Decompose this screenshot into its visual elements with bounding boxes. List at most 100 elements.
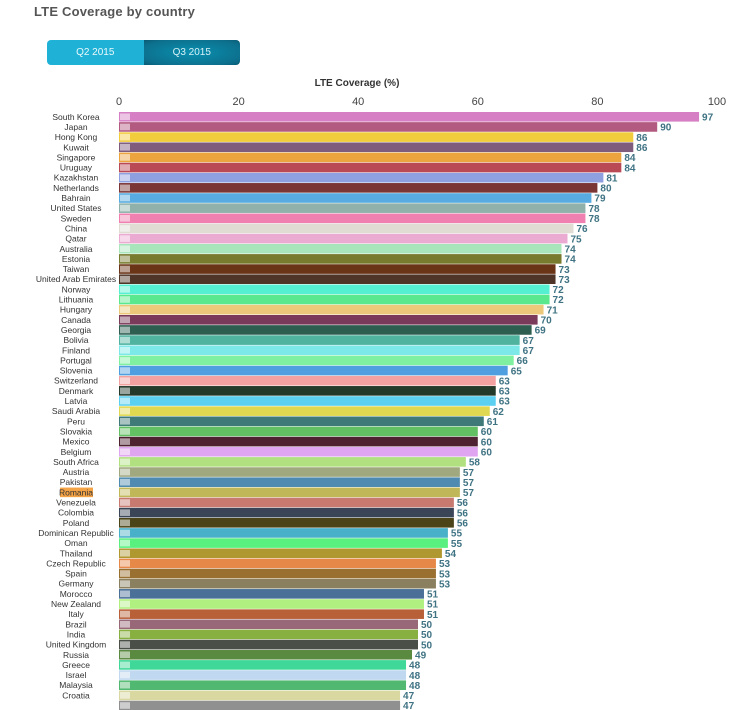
bar-row[interactable]: Czech Republic 53 [46, 558, 450, 570]
bar[interactable] [119, 589, 424, 599]
q3-2015-button[interactable]: Q3 2015 [143, 40, 240, 65]
bar[interactable] [119, 122, 658, 132]
bar[interactable] [119, 518, 454, 528]
bar-row[interactable]: Germany 53 [59, 579, 451, 591]
bar-row[interactable]: Poland 56 [63, 518, 469, 530]
bar[interactable] [119, 457, 466, 467]
bar[interactable] [119, 162, 622, 173]
bar-row[interactable]: Kuwait 86 [63, 142, 648, 154]
bar[interactable] [119, 183, 598, 193]
bar-row[interactable]: Canada 70 [61, 315, 552, 327]
bar-row[interactable]: Malaysia 48 [59, 680, 420, 692]
bar-row[interactable]: Spain 53 [65, 569, 450, 581]
bar-row[interactable]: Singapore 84 [57, 152, 636, 164]
bar-row[interactable]: Dominican Republic 55 [38, 528, 462, 540]
bar-row[interactable]: China 76 [65, 223, 588, 235]
bar[interactable] [119, 538, 448, 548]
bar-row[interactable]: Bolivia 67 [63, 335, 534, 347]
bar[interactable] [119, 264, 556, 274]
bar[interactable] [119, 365, 508, 376]
bar-row[interactable]: United Kingdom 50 [46, 640, 433, 652]
bar[interactable] [119, 649, 413, 660]
bar[interactable] [119, 142, 634, 153]
bar[interactable] [119, 304, 544, 315]
bar[interactable] [119, 548, 442, 559]
bar[interactable] [119, 528, 448, 538]
bar-row[interactable]: South Korea 97 [52, 112, 713, 124]
bar-row[interactable]: Slovakia 60 [60, 426, 492, 438]
bar[interactable] [119, 172, 604, 183]
bar-row[interactable]: Taiwan 73 [63, 264, 570, 276]
bar[interactable] [119, 193, 592, 203]
bar-row[interactable]: Bahrain 79 [61, 193, 606, 205]
bar[interactable] [119, 325, 532, 335]
bar[interactable] [119, 213, 586, 224]
bar[interactable] [119, 386, 496, 396]
bar[interactable] [119, 294, 550, 305]
bar-row[interactable]: Switzerland 63 [54, 376, 510, 388]
bar[interactable] [119, 680, 407, 690]
bar[interactable] [119, 355, 514, 366]
bar-row[interactable]: New Zealand 51 [51, 599, 439, 611]
bar-row[interactable]: South Africa 58 [53, 457, 480, 469]
bar[interactable] [119, 254, 562, 264]
bar[interactable] [119, 233, 568, 244]
bar-row[interactable]: Pakistan 57 [60, 477, 475, 489]
bar[interactable] [119, 670, 407, 680]
bar[interactable] [119, 629, 418, 640]
bar[interactable] [119, 223, 574, 234]
bar[interactable] [119, 690, 401, 701]
bar[interactable] [119, 507, 454, 518]
bar-row[interactable]: Belgium 60 [61, 447, 493, 459]
bar-row[interactable]: Uruguay 84 [60, 163, 636, 175]
bar[interactable] [119, 203, 586, 213]
bar-row[interactable]: United States 78 [50, 203, 600, 215]
bar[interactable] [119, 477, 460, 487]
bar[interactable] [119, 487, 460, 498]
bar[interactable] [119, 619, 418, 630]
bar-row[interactable]: Brazil 50 [65, 619, 432, 631]
bar-row[interactable]: United Arab Emirates 73 [36, 274, 570, 286]
bar-row[interactable]: India 50 [67, 629, 433, 641]
bar-row[interactable]: Kazakhstan 81 [54, 173, 618, 185]
bar[interactable] [119, 599, 424, 609]
bar[interactable] [119, 396, 496, 406]
bar-row[interactable]: Lithuania 72 [59, 295, 564, 307]
q2-2015-button[interactable]: Q2 2015 [47, 40, 144, 65]
bar-row[interactable]: Austria 57 [63, 467, 475, 479]
bar-row[interactable]: Venezuela 56 [56, 498, 468, 510]
bar-row[interactable]: Denmark 63 [59, 386, 511, 398]
bar[interactable] [119, 467, 460, 477]
bar-row[interactable]: Peru 61 [67, 416, 498, 428]
bar-row[interactable]: Finland 67 [62, 345, 534, 357]
bar-row[interactable]: Russia 49 [63, 650, 427, 662]
bar[interactable] [119, 345, 520, 356]
bar-row[interactable]: Sweden 78 [61, 213, 600, 225]
bar[interactable] [119, 132, 634, 142]
bar[interactable] [119, 152, 622, 163]
bar[interactable] [119, 274, 556, 284]
bar-row[interactable]: Israel 48 [66, 670, 421, 682]
bar-row[interactable]: Slovenia 65 [60, 366, 523, 378]
bar[interactable] [119, 568, 436, 579]
bar[interactable] [119, 243, 562, 254]
bar-row[interactable]: Romania 57 [59, 487, 474, 499]
bar-row[interactable]: Hungary 71 [60, 305, 558, 317]
bar[interactable] [119, 315, 538, 325]
bar[interactable] [119, 578, 436, 589]
bar-row[interactable]: Qatar 75 [65, 234, 582, 246]
bar-row[interactable]: Australia 74 [59, 244, 576, 256]
bar-row[interactable]: Japan 90 [64, 122, 671, 134]
bar[interactable] [119, 436, 478, 447]
bar[interactable] [119, 375, 496, 386]
bar[interactable] [119, 660, 407, 670]
bar-row[interactable]: Colombia 56 [58, 508, 468, 520]
bar-row[interactable]: Oman 55 [64, 538, 462, 550]
bar-row[interactable]: Hong Kong 86 [55, 132, 648, 144]
bar-row[interactable]: Croatia 47 [62, 690, 414, 702]
bar-row[interactable]: Netherlands 80 [53, 183, 612, 195]
bar[interactable] [119, 639, 418, 650]
bar[interactable] [119, 609, 424, 619]
bar-row[interactable]: Mexico 60 [63, 437, 493, 449]
bar[interactable] [119, 446, 478, 457]
